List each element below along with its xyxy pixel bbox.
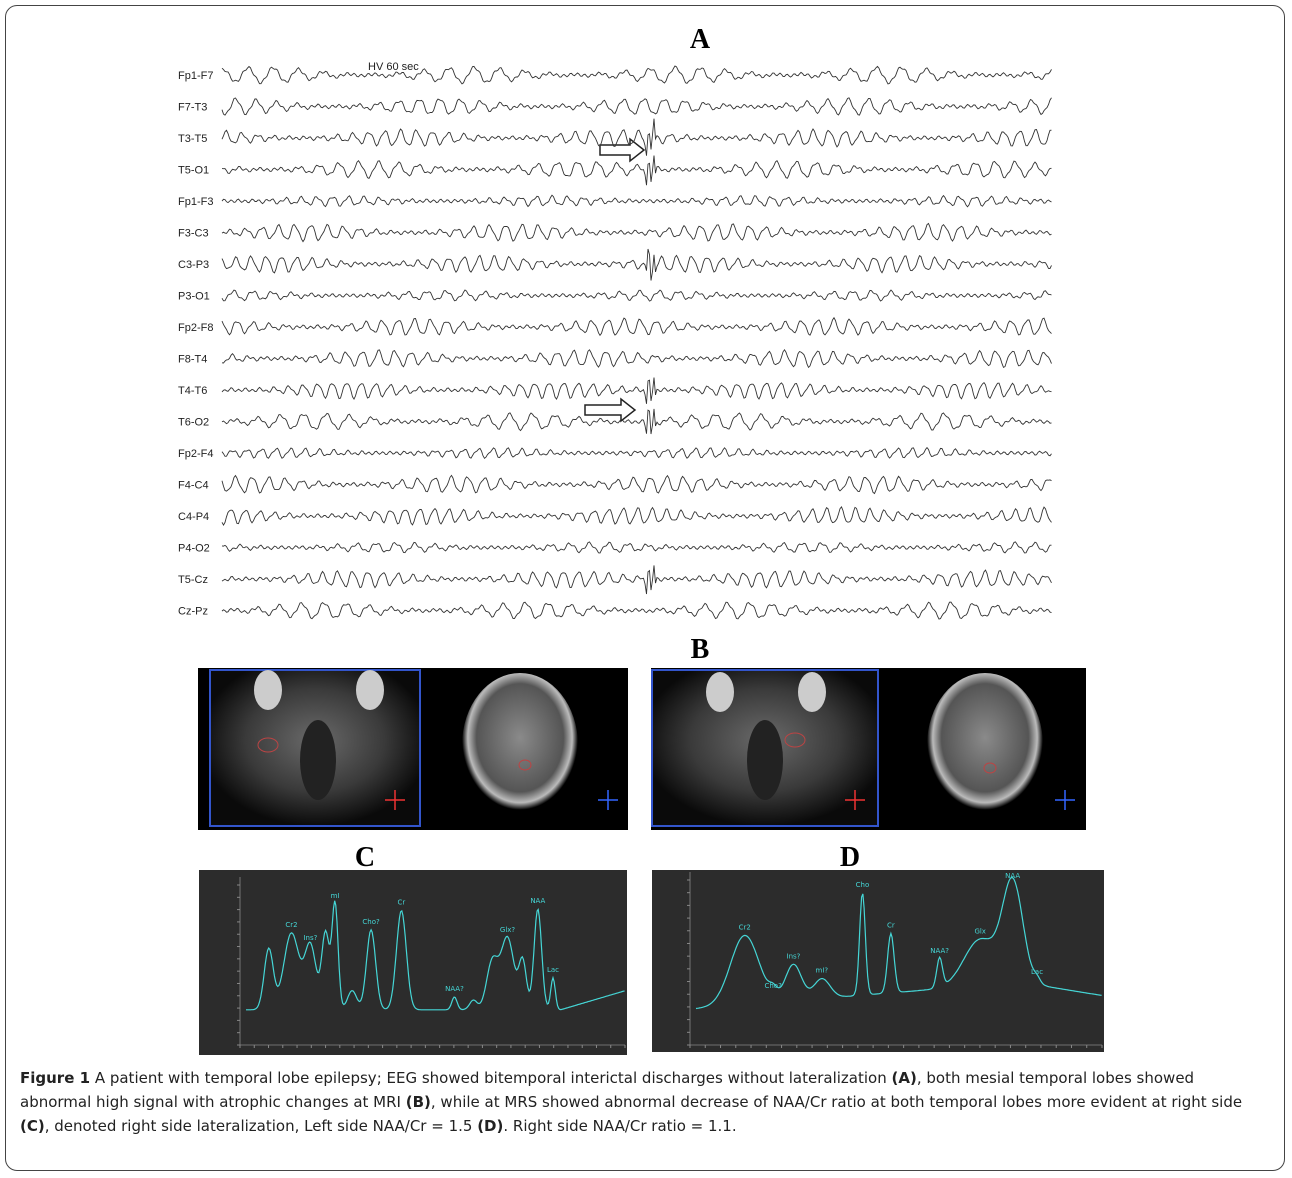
channel-label: Fp2-F8 xyxy=(178,322,213,334)
peak-label: NAA? xyxy=(930,947,949,955)
mri-right xyxy=(651,668,1086,830)
channel-label: T6-O2 xyxy=(178,417,209,429)
channel-label: Fp1-F3 xyxy=(178,196,213,208)
eeg-trace xyxy=(221,408,1052,435)
peak-label: Cr2 xyxy=(739,923,751,931)
peak-label: Glx xyxy=(974,927,986,935)
caption-text: , both mesial temporal lobes showed abno… xyxy=(20,1069,1195,1111)
peak-label: NAA xyxy=(1005,872,1020,880)
annotation: HV 60 sec xyxy=(368,61,419,73)
channel-label: F4-C4 xyxy=(178,480,209,492)
spectrum xyxy=(246,900,625,1011)
panel-label: B xyxy=(691,634,710,665)
caption-bold: (C) xyxy=(20,1117,45,1135)
eeg-trace xyxy=(221,289,1052,302)
spectrum xyxy=(695,876,1102,1010)
peak-label: Cho xyxy=(856,881,870,889)
caption-bold: Figure 1 xyxy=(20,1069,91,1087)
caption-bold: (B) xyxy=(405,1093,431,1111)
peak-label: Cho? xyxy=(764,982,782,990)
peak-label: Lac xyxy=(1031,968,1043,976)
arrow xyxy=(599,137,646,163)
peak-label: Ins? xyxy=(303,934,317,942)
channel-label: Cz-Pz xyxy=(178,606,208,618)
eeg-trace xyxy=(221,194,1052,208)
channel-label: T5-Cz xyxy=(178,574,208,586)
peak-label: NAA xyxy=(530,897,545,905)
mri-left xyxy=(198,668,628,830)
channel-label: C3-P3 xyxy=(178,259,209,271)
figure-frame xyxy=(5,5,1285,1171)
eeg-trace xyxy=(221,97,1052,116)
panel-label: D xyxy=(840,842,860,873)
arrow xyxy=(584,397,637,423)
channel-label: F8-T4 xyxy=(178,354,207,366)
caption-bold: (D) xyxy=(477,1117,504,1135)
mrs-panel xyxy=(199,870,627,1055)
channel-label: Fp1-F7 xyxy=(178,70,213,82)
peak-label: Cho? xyxy=(362,918,380,926)
channel-label: P4-O2 xyxy=(178,543,210,555)
eeg-trace xyxy=(221,474,1052,495)
caption-text: . Right side NAA/Cr ratio = 1.1. xyxy=(503,1117,737,1135)
peak-label: mI? xyxy=(816,967,829,975)
eeg-trace xyxy=(221,65,1052,85)
eeg-trace xyxy=(221,316,1052,337)
channel-label: F3-C3 xyxy=(178,228,209,240)
eeg-trace xyxy=(221,565,1052,595)
peak-label: mI xyxy=(331,892,340,900)
channel-label: T3-T5 xyxy=(178,133,207,145)
caption-text: , denoted right side lateralization, Lef… xyxy=(44,1117,478,1135)
channel-label: C4-P4 xyxy=(178,511,209,523)
peak-label: Cr xyxy=(887,921,895,929)
caption-text: A patient with temporal lobe epilepsy; E… xyxy=(90,1069,892,1087)
eeg-trace xyxy=(221,248,1052,281)
eeg-trace xyxy=(221,348,1052,369)
caption-text: , while at MRS showed abnormal decrease … xyxy=(430,1093,1243,1111)
eeg-trace xyxy=(221,446,1052,459)
channel-label: T4-T6 xyxy=(178,385,207,397)
peak-label: Cr2 xyxy=(285,921,297,929)
eeg-trace xyxy=(221,506,1052,527)
channel-label: F7-T3 xyxy=(178,102,207,114)
eeg-trace xyxy=(221,601,1052,620)
peak-label: NAA? xyxy=(445,985,464,993)
channel-label: P3-O1 xyxy=(178,291,210,303)
eeg-trace xyxy=(221,377,1052,404)
mrs-panel xyxy=(652,870,1104,1052)
eeg-trace xyxy=(221,222,1052,243)
panel-label: A xyxy=(690,24,711,55)
peak-label: Glx? xyxy=(500,926,516,934)
channel-label: T5-O1 xyxy=(178,165,209,177)
channel-label: Fp2-F4 xyxy=(178,448,213,460)
panel-label: C xyxy=(355,842,375,873)
eeg-trace xyxy=(221,118,1052,156)
eeg-trace xyxy=(221,155,1052,186)
caption-bold: (A) xyxy=(891,1069,917,1087)
caption: Figure 1 A patient with temporal lobe ep… xyxy=(20,1066,1270,1138)
peak-label: Cr xyxy=(398,899,406,907)
peak-label: Lac xyxy=(547,966,559,974)
peak-label: Ins? xyxy=(787,952,801,960)
figure: A B C D HV 60 sec Fp1-F7 F7-T3 T3-T5 T5-O1 F… xyxy=(178,24,1104,1055)
eeg-trace xyxy=(221,541,1052,554)
